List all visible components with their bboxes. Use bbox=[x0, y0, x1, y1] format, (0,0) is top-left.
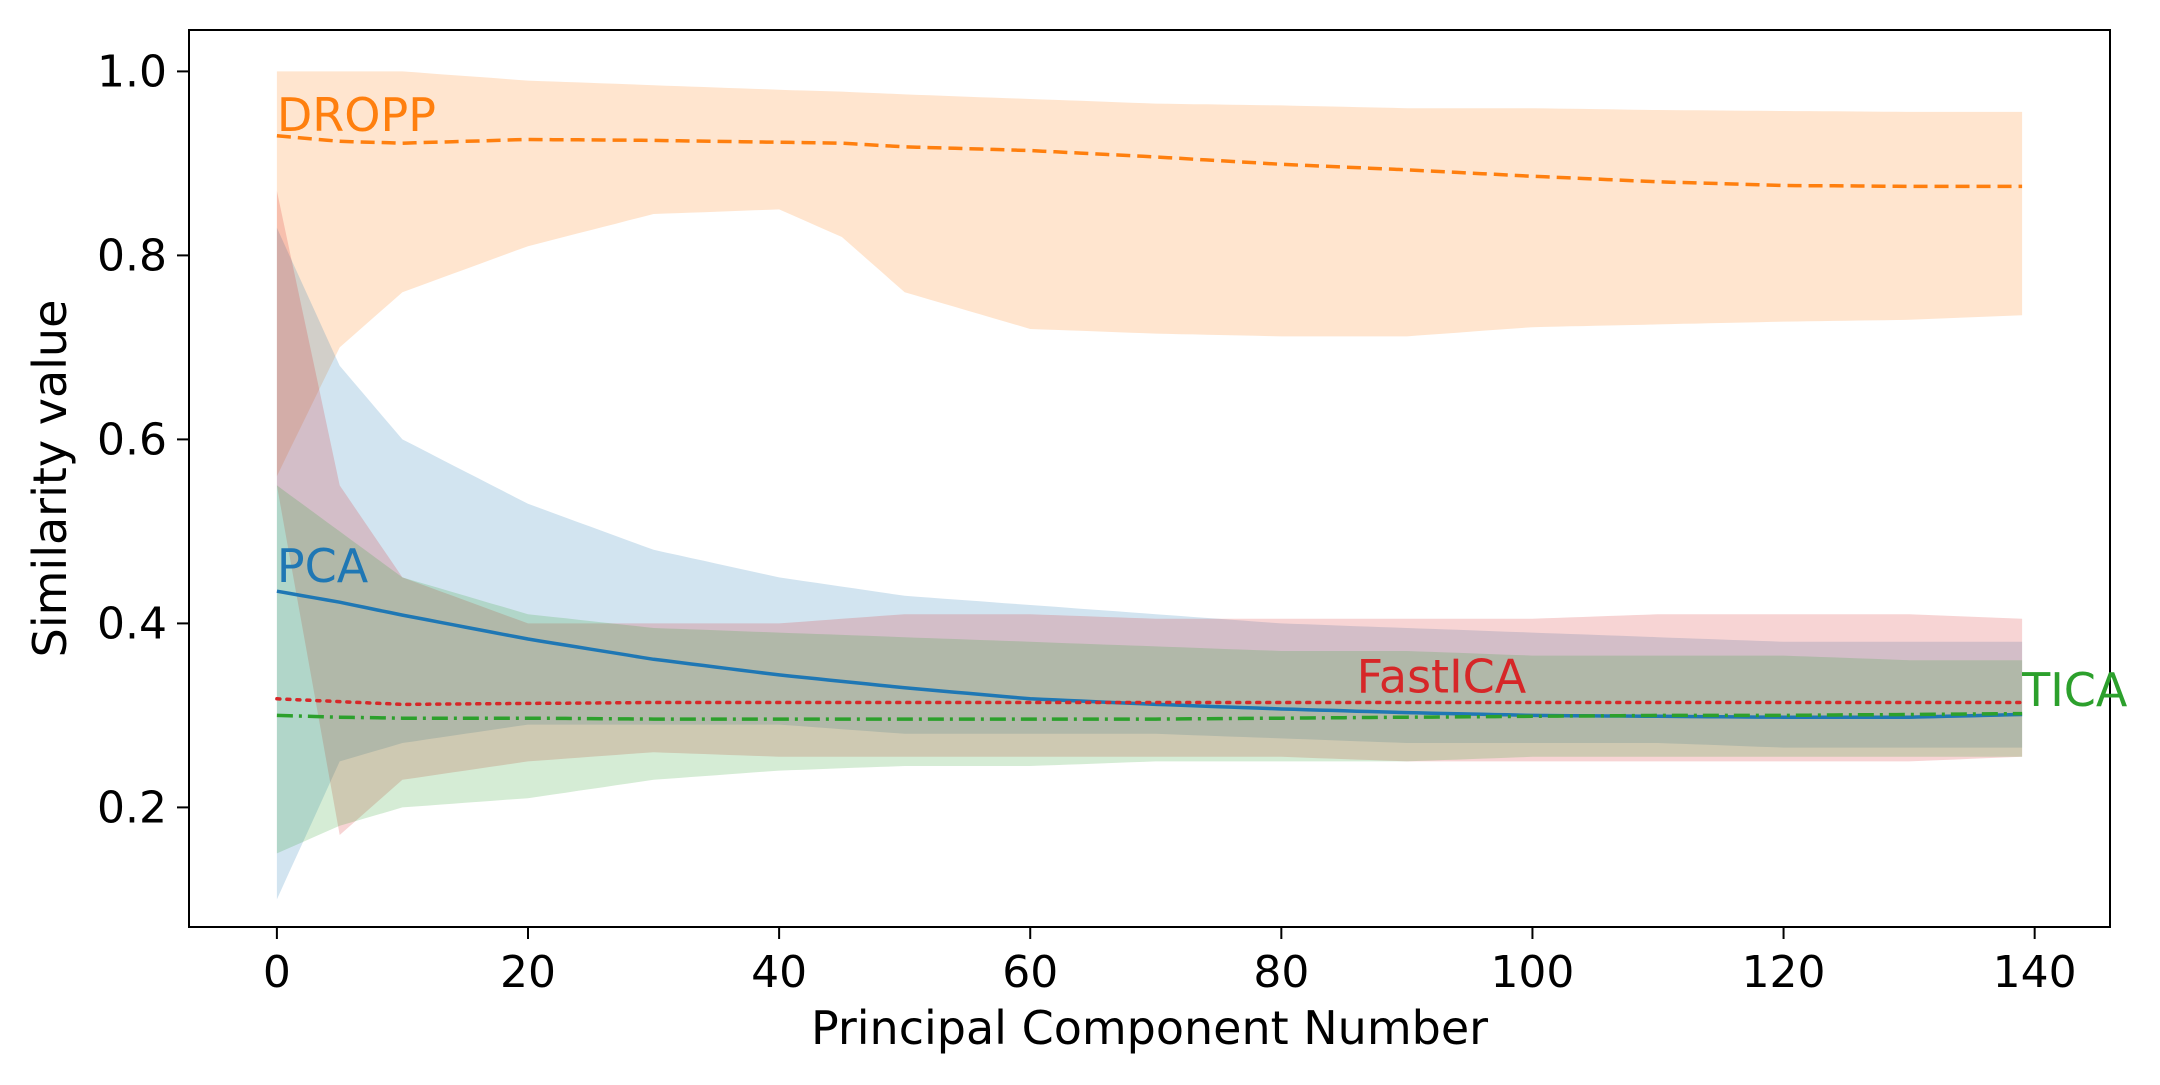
band-tica bbox=[276, 485, 2023, 854]
y-tick-label: 0.4 bbox=[97, 598, 167, 649]
y-tick-label: 0.8 bbox=[97, 230, 167, 281]
series-label-pca: PCA bbox=[277, 539, 369, 593]
line-fastica bbox=[275, 697, 2024, 707]
x-tick-label: 20 bbox=[500, 947, 556, 998]
band-dropp bbox=[276, 71, 2023, 477]
x-axis-title: Principal Component Number bbox=[811, 1001, 1488, 1055]
y-axis-title: Similarity value bbox=[23, 300, 77, 658]
series-lines bbox=[275, 134, 2024, 721]
series-label-tica: TICA bbox=[2021, 663, 2128, 717]
x-tick-label: 40 bbox=[751, 947, 807, 998]
x-tick-label: 60 bbox=[1002, 947, 1058, 998]
series-label-fastica: FastICA bbox=[1357, 649, 1527, 703]
x-tick-label: 0 bbox=[263, 947, 291, 998]
x-tick-label: 80 bbox=[1253, 947, 1309, 998]
axis-ticks: 0 20 40 60 80 100 120 140 0.2 0.4 0.6 0.8 1.0 bbox=[97, 46, 2077, 998]
series-label-dropp: DROPP bbox=[277, 88, 436, 142]
line-tica bbox=[276, 711, 2023, 721]
band-fastica bbox=[276, 191, 2023, 835]
line-dropp bbox=[276, 134, 2023, 189]
x-tick-label: 100 bbox=[1490, 947, 1574, 998]
series-labels: DROPP PCA FastICA TICA bbox=[277, 88, 2128, 717]
x-tick-label: 140 bbox=[1993, 947, 2077, 998]
band-pca bbox=[276, 227, 2023, 900]
y-tick-label: 1.0 bbox=[97, 46, 167, 97]
y-tick-label: 0.6 bbox=[97, 414, 167, 465]
x-tick-label: 120 bbox=[1742, 947, 1826, 998]
y-tick-label: 0.2 bbox=[97, 782, 167, 833]
confidence-bands bbox=[276, 71, 2023, 900]
plot-area-frame bbox=[188, 29, 2111, 928]
